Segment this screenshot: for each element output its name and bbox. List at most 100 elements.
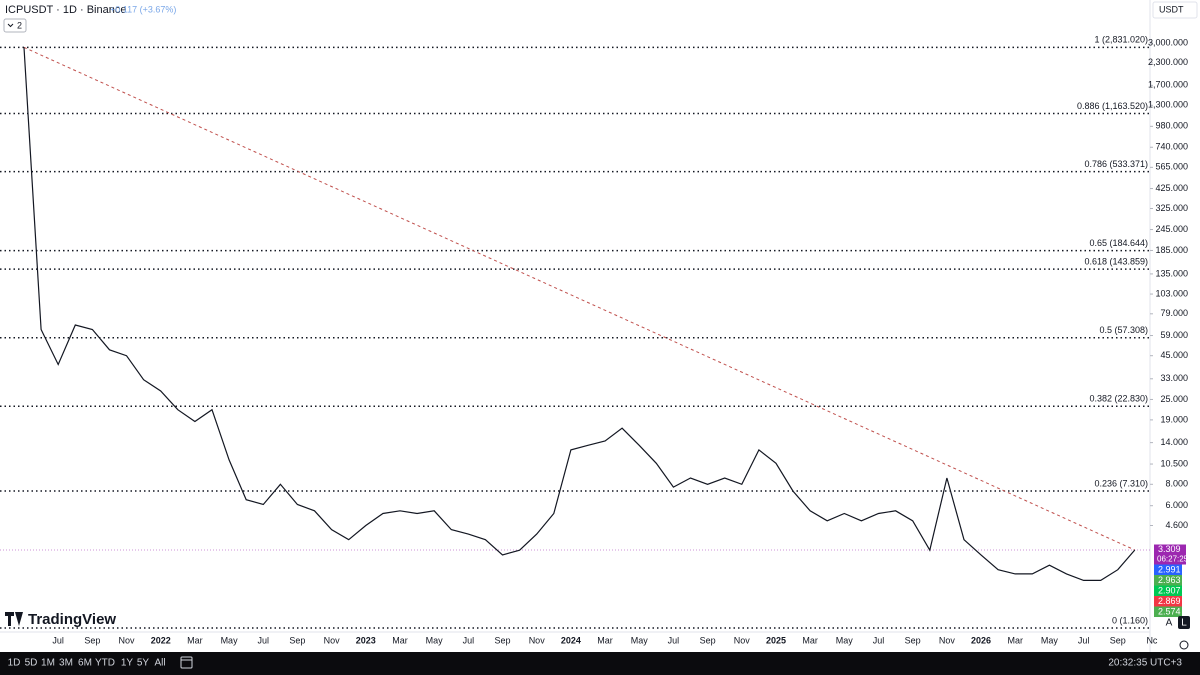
settings-icon[interactable] — [1179, 640, 1189, 650]
price-tag-label: 2.991 — [1158, 564, 1181, 574]
x-tick-label: Nov — [529, 635, 546, 645]
y-tick-label: 19.000 — [1160, 414, 1188, 424]
fib-level-label: 0.886 (1,163.520) — [1077, 101, 1148, 111]
y-tick-label: 25.000 — [1160, 394, 1188, 404]
currency-select[interactable] — [1152, 1, 1198, 19]
y-tick-label: 8.000 — [1165, 479, 1188, 489]
x-tick-label: 2025 — [766, 635, 786, 645]
change: +0.117 (+3.67%) — [110, 4, 176, 14]
fib-level-label: 0.786 (533.371) — [1084, 159, 1148, 169]
price-tag — [1154, 564, 1182, 576]
range-button[interactable]: YTD — [95, 658, 115, 669]
x-tick-label: Sep — [289, 635, 305, 645]
y-tick-label: 245.000 — [1155, 224, 1188, 234]
y-tick-label: 3,000.000 — [1148, 37, 1188, 47]
y-tick-label: 325.000 — [1155, 203, 1188, 213]
chart-button[interactable]: A — [1166, 618, 1173, 629]
range-button[interactable]: 5Y — [137, 658, 150, 669]
y-tick-label: 980.000 — [1155, 121, 1188, 131]
x-tick-label: Mar — [1007, 635, 1023, 645]
chart-button[interactable]: L — [1181, 618, 1187, 629]
x-tick-label: Nov — [939, 635, 956, 645]
logo: TradingView — [28, 611, 116, 628]
range-button[interactable]: 5D — [25, 658, 38, 669]
y-tick-label: 740.000 — [1155, 142, 1188, 152]
x-tick-label: Sep — [1110, 635, 1126, 645]
fib-level-label: 0.5 (57.308) — [1099, 325, 1148, 335]
y-tick-label: 33.000 — [1160, 373, 1188, 383]
last-price-label: 3.309 — [1158, 544, 1181, 554]
x-tick-label: Mar — [187, 635, 203, 645]
x-tick-label: Sep — [700, 635, 716, 645]
y-tick-label: 79.000 — [1160, 308, 1188, 318]
x-tick-label: 2024 — [561, 635, 581, 645]
price-tag — [1154, 596, 1182, 607]
price-tag-label: 2.574 — [1158, 606, 1181, 616]
x-tick-label: Jul — [258, 635, 270, 645]
fib-level-label: 0 (1.160) — [1112, 615, 1148, 625]
clock: 20:32:35 UTC+3 — [1108, 658, 1182, 669]
y-tick-label: 4.600 — [1165, 520, 1188, 530]
x-tick-label: May — [221, 635, 239, 645]
price-tag-label: 2.907 — [1158, 585, 1181, 595]
calendar-icon[interactable] — [180, 656, 193, 669]
fib-level-label: 0.618 (143.859) — [1084, 257, 1148, 267]
y-tick-label: 59.000 — [1160, 330, 1188, 340]
y-tick-label: 425.000 — [1155, 183, 1188, 193]
last-price-tag — [1154, 544, 1186, 565]
x-tick-label: May — [426, 635, 444, 645]
x-tick-label: Jul — [52, 635, 64, 645]
y-tick-label: 2,300.000 — [1148, 57, 1188, 67]
price-line — [23, 47, 1136, 581]
x-tick-label: Nov — [119, 635, 136, 645]
symbol: ICPUSDT · 1D · Binance — [5, 4, 126, 16]
price-tag-label: 2.963 — [1158, 575, 1181, 585]
range-button[interactable]: 1D — [8, 658, 21, 669]
fib-level-label: 1 (2,831.020) — [1094, 35, 1148, 45]
y-tick-label: 565.000 — [1155, 162, 1188, 172]
x-tick-label: May — [1041, 635, 1059, 645]
x-tick-label: Sep — [905, 635, 921, 645]
x-tick-label: 2023 — [356, 635, 376, 645]
trend-line — [23, 46, 1136, 551]
range-button[interactable]: 3M — [59, 658, 73, 669]
button-bg[interactable] — [1178, 616, 1190, 629]
x-tick-label: Mar — [392, 635, 408, 645]
x-tick-label: Jul — [873, 635, 885, 645]
price-tag-label: 2.869 — [1158, 596, 1181, 606]
price-tag — [1154, 606, 1182, 618]
x-tick-label: Jul — [463, 635, 475, 645]
indicator-toggle[interactable] — [3, 18, 27, 33]
x-tick-label: Nov — [734, 635, 751, 645]
x-tick-label: May — [836, 635, 854, 645]
x-tick-label: Nov — [324, 635, 341, 645]
range-button[interactable]: All — [154, 658, 165, 669]
y-tick-label: 14.000 — [1160, 437, 1188, 447]
fib-level-label: 0.236 (7.310) — [1094, 478, 1148, 488]
y-tick-label: 1,700.000 — [1148, 80, 1188, 90]
y-tick-label: 135.000 — [1155, 268, 1188, 278]
range-button[interactable]: 1Y — [121, 658, 134, 669]
y-tick-label: 103.000 — [1155, 288, 1188, 298]
x-tick-label: Jul — [1078, 635, 1090, 645]
range-button[interactable]: 1M — [41, 658, 55, 669]
logo-icon — [5, 612, 23, 626]
y-tick-label: 1,300.000 — [1148, 100, 1188, 110]
bottom-toolbar — [0, 652, 1200, 675]
x-tick-label: Mar — [597, 635, 613, 645]
x-tick-label: Sep — [84, 635, 100, 645]
x-tick-label: Jul — [668, 635, 680, 645]
currency: USDT — [1159, 4, 1184, 14]
price-tag — [1154, 585, 1182, 597]
y-tick-label: 185.000 — [1155, 245, 1188, 255]
y-tick-label: 45.000 — [1160, 350, 1188, 360]
x-tick-label: May — [631, 635, 649, 645]
fib-level-label: 0.65 (184.644) — [1089, 238, 1148, 248]
x-tick-label: Mar — [802, 635, 818, 645]
range-button[interactable]: 6M — [78, 658, 92, 669]
indicator-count: 2 — [17, 20, 22, 30]
countdown: 06:27:25 — [1157, 555, 1189, 564]
chevron-icon — [7, 23, 14, 28]
